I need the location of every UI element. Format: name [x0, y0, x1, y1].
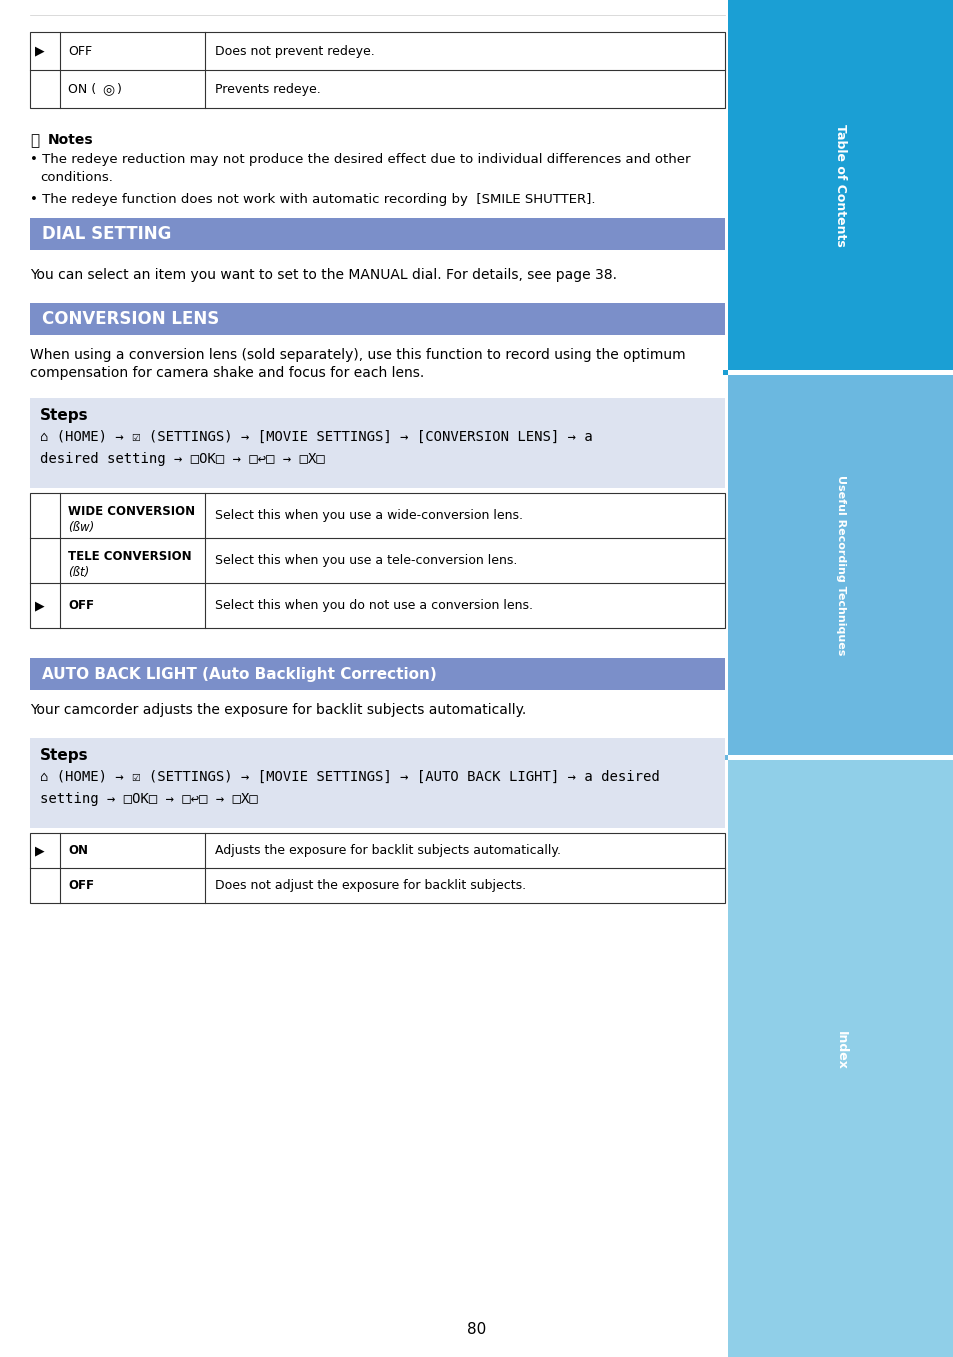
Bar	[30, 33, 724, 109]
Bar	[30, 303, 724, 335]
Text: ▶: ▶	[35, 45, 45, 57]
Text: Ⓖ: Ⓖ	[30, 133, 39, 148]
Text: • The redeye reduction may not produce the desired effect due to individual diff: • The redeye reduction may not produce t…	[30, 153, 690, 166]
Bar	[722, 370, 727, 375]
Bar	[30, 833, 724, 902]
Bar	[30, 493, 724, 628]
Text: Useful Recording Techniques: Useful Recording Techniques	[835, 475, 845, 655]
Text: Prevents redeye.: Prevents redeye.	[214, 83, 320, 95]
Text: DIAL SETTING: DIAL SETTING	[42, 225, 172, 243]
Text: Does not prevent redeye.: Does not prevent redeye.	[214, 45, 375, 57]
Text: When using a conversion lens (sold separately), use this function to record usin: When using a conversion lens (sold separ…	[30, 347, 685, 362]
Text: 80: 80	[467, 1323, 486, 1338]
Text: setting → □OK□ → □↩□ → □X□: setting → □OK□ → □↩□ → □X□	[40, 792, 257, 806]
Text: WIDE CONVERSION: WIDE CONVERSION	[68, 505, 195, 518]
Text: ON (: ON (	[68, 83, 96, 95]
Text: Select this when you do not use a conversion lens.: Select this when you do not use a conver…	[214, 598, 533, 612]
Text: TELE CONVERSION: TELE CONVERSION	[68, 550, 192, 563]
Text: conditions.: conditions.	[40, 171, 112, 185]
Text: Does not adjust the exposure for backlit subjects.: Does not adjust the exposure for backlit…	[214, 879, 525, 892]
Text: (ßw): (ßw)	[68, 521, 94, 535]
Text: Steps: Steps	[40, 748, 89, 763]
Bar	[30, 738, 724, 828]
Text: ⌂ (HOME) → ☑ (SETTINGS) → [MOVIE SETTINGS] → [AUTO BACK LIGHT] → a desired: ⌂ (HOME) → ☑ (SETTINGS) → [MOVIE SETTING…	[40, 769, 659, 784]
Text: OFF: OFF	[68, 45, 92, 57]
Text: Your camcorder adjusts the exposure for backlit subjects automatically.: Your camcorder adjusts the exposure for …	[30, 703, 526, 716]
Bar	[30, 218, 724, 250]
Text: (ßt): (ßt)	[68, 566, 90, 579]
Text: ▶: ▶	[35, 598, 45, 612]
Text: AUTO BACK LIGHT (Auto Backlight Correction): AUTO BACK LIGHT (Auto Backlight Correcti…	[42, 666, 436, 681]
Text: ◎: ◎	[102, 81, 114, 96]
Bar	[727, 0, 953, 370]
Text: ⌂ (HOME) → ☑ (SETTINGS) → [MOVIE SETTINGS] → [CONVERSION LENS] → a: ⌂ (HOME) → ☑ (SETTINGS) → [MOVIE SETTING…	[40, 430, 592, 444]
Bar	[727, 760, 953, 1357]
Text: ): )	[117, 83, 122, 95]
Text: Steps: Steps	[40, 408, 89, 423]
Text: OFF: OFF	[68, 879, 94, 892]
Text: compensation for camera shake and focus for each lens.: compensation for camera shake and focus …	[30, 366, 424, 380]
Text: CONVERSION LENS: CONVERSION LENS	[42, 309, 219, 328]
Bar	[727, 375, 953, 754]
Text: • The redeye function does not work with automatic recording by  [SMILE SHUTTER]: • The redeye function does not work with…	[30, 193, 595, 206]
Text: Select this when you use a tele-conversion lens.: Select this when you use a tele-conversi…	[214, 554, 517, 567]
Text: Select this when you use a wide-conversion lens.: Select this when you use a wide-conversi…	[214, 509, 522, 522]
Text: Table of Contents: Table of Contents	[834, 123, 846, 247]
Text: Adjusts the exposure for backlit subjects automatically.: Adjusts the exposure for backlit subject…	[214, 844, 560, 858]
Text: Notes: Notes	[48, 133, 93, 147]
Bar	[30, 658, 724, 689]
Bar	[30, 398, 724, 489]
Text: OFF: OFF	[68, 598, 94, 612]
Bar	[722, 754, 727, 760]
Text: You can select an item you want to set to the MANUAL dial. For details, see page: You can select an item you want to set t…	[30, 267, 617, 282]
Text: ON: ON	[68, 844, 88, 858]
Text: ▶: ▶	[35, 844, 45, 858]
Text: desired setting → □OK□ → □↩□ → □X□: desired setting → □OK□ → □↩□ → □X□	[40, 452, 324, 465]
Text: Index: Index	[834, 1030, 846, 1069]
